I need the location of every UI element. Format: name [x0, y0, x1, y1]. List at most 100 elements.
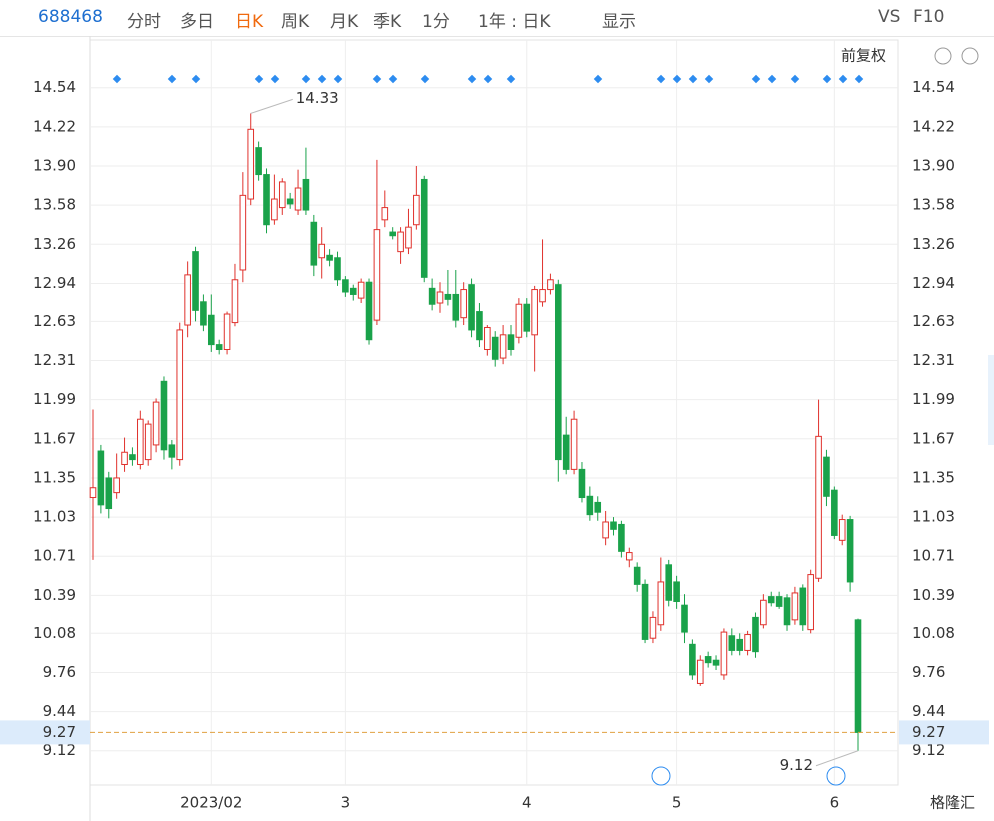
- tab[interactable]: 1年 : 日K: [478, 12, 551, 32]
- stock-code[interactable]: 688468: [38, 7, 103, 27]
- candle-body: [468, 284, 475, 331]
- event-dot: [593, 74, 603, 84]
- candle-body: [428, 287, 436, 305]
- candle-body: [381, 207, 389, 221]
- tab[interactable]: 日K: [235, 12, 264, 32]
- y-tick-label: 10.39: [33, 586, 76, 604]
- candle-body: [160, 380, 168, 451]
- candle-body: [420, 178, 428, 278]
- candle-body: [192, 251, 199, 311]
- last-price-right: 9.27: [912, 723, 945, 741]
- y-tick-label: 13.90: [33, 157, 76, 175]
- y-tick-label: 9.76: [43, 663, 76, 681]
- y-tick-label-right: 12.94: [912, 274, 955, 292]
- event-dot: [372, 74, 382, 84]
- tab[interactable]: F10: [913, 7, 945, 27]
- tab[interactable]: 分时: [127, 12, 161, 32]
- candle-body: [168, 444, 176, 458]
- y-tick-label: 10.08: [33, 624, 76, 642]
- candle-body: [815, 435, 822, 579]
- candle-body: [531, 289, 538, 336]
- x-tick-label: 5: [672, 794, 682, 812]
- y-tick-label-right: 9.44: [912, 702, 945, 720]
- tab[interactable]: VS: [878, 7, 901, 27]
- candle-body: [610, 521, 617, 530]
- candle-body: [799, 587, 807, 626]
- candle-body: [318, 243, 326, 259]
- y-tick-label-right: 10.71: [912, 547, 955, 565]
- candle-body: [436, 291, 444, 304]
- event-dot: [656, 74, 666, 84]
- scroll-hint: [988, 355, 994, 445]
- candle-body: [365, 281, 373, 341]
- tab[interactable]: 周K: [281, 12, 310, 32]
- candle-body: [712, 659, 720, 666]
- candle-body: [105, 477, 113, 510]
- event-dot: [270, 74, 280, 84]
- candle-body: [231, 279, 239, 324]
- event-dot: [704, 74, 714, 84]
- candle-body: [807, 574, 814, 631]
- candle-body: [278, 181, 286, 209]
- y-tick-label: 11.67: [33, 429, 76, 447]
- candle-body: [586, 495, 594, 516]
- candle-body: [775, 596, 783, 607]
- y-tick-label: 14.54: [33, 78, 76, 96]
- candle-body: [562, 434, 570, 470]
- e-icon: [651, 766, 671, 786]
- toolbar: 688468 分时 多日 日K 周K 月K 季K 1分 1年 : 日K 显示 VS F10: [0, 0, 994, 37]
- candle-body: [736, 638, 744, 651]
- candle-body: [570, 418, 578, 470]
- candle-body: [452, 293, 460, 321]
- candle-body: [728, 635, 736, 651]
- zoom-icon: [934, 47, 952, 65]
- candle-body: [144, 423, 152, 461]
- y-tick-label-right: 14.54: [912, 78, 955, 96]
- candle-body: [515, 303, 523, 338]
- y-tick-label-right: 9.76: [912, 663, 945, 681]
- candle-body: [184, 274, 191, 326]
- tab[interactable]: 显示: [602, 12, 636, 32]
- event-dot: [688, 74, 698, 84]
- tab[interactable]: 季K: [373, 12, 402, 32]
- max-label: 14.33: [296, 89, 339, 107]
- candle-body: [294, 187, 302, 211]
- y-tick-label-right: 11.35: [912, 468, 955, 486]
- candle-body: [618, 523, 625, 552]
- candle-body: [657, 581, 665, 626]
- y-tick-label: 9.12: [43, 741, 76, 759]
- y-tick-label: 13.58: [33, 196, 76, 214]
- candle-body: [444, 293, 452, 300]
- candle-body: [767, 596, 775, 604]
- y-tick-label-right: 11.03: [912, 508, 955, 526]
- max-pointer: [250, 98, 293, 114]
- y-tick-label: 12.94: [33, 274, 76, 292]
- y-tick-label-right: 12.63: [912, 312, 955, 330]
- event-dot: [112, 74, 122, 84]
- candle-body: [121, 451, 128, 465]
- candle-body: [744, 634, 751, 651]
- event-dot: [301, 74, 311, 84]
- candle-body: [649, 616, 657, 639]
- candle-body: [286, 198, 294, 205]
- candle-body: [704, 656, 712, 664]
- candle-body: [310, 221, 318, 266]
- candle-body: [271, 198, 278, 221]
- candle-body: [215, 344, 223, 350]
- candle-body: [129, 454, 136, 461]
- tab[interactable]: 多日: [180, 12, 214, 32]
- tab[interactable]: 月K: [330, 12, 359, 32]
- candle-body: [326, 254, 333, 261]
- candle-body: [846, 519, 854, 583]
- candle-body: [334, 257, 341, 281]
- candle-body: [783, 597, 791, 626]
- candle-body: [397, 231, 404, 253]
- event-dot: [420, 74, 430, 84]
- candle-body: [547, 279, 554, 291]
- min-pointer: [815, 750, 859, 767]
- x-tick-label: 2023/02: [180, 794, 242, 812]
- y-tick-label-right: 13.58: [912, 196, 955, 214]
- tab[interactable]: 1分: [422, 12, 450, 32]
- event-dot: [254, 74, 264, 84]
